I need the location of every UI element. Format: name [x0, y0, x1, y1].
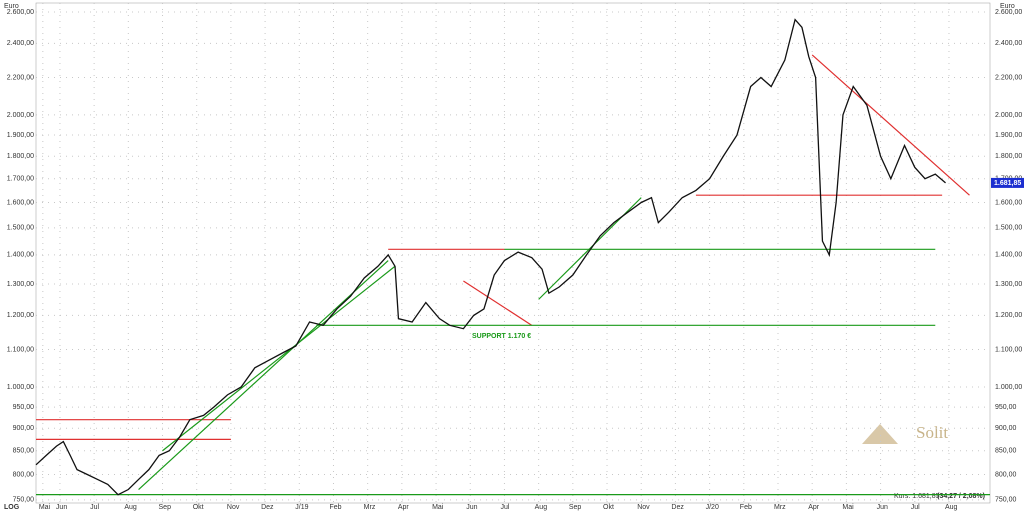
y-tick-label-left: 1.500,00 [7, 225, 34, 232]
y-tick-label-left: 2.200,00 [7, 74, 34, 81]
y-tick-label-right: 1.200,00 [995, 312, 1022, 319]
x-tick-label: Jul [911, 504, 920, 511]
x-tick-label: Mai [432, 504, 444, 511]
x-tick-label: Okt [193, 504, 204, 511]
last-price-box [991, 177, 1024, 188]
support-label: SUPPORT 1.170 € [472, 333, 531, 340]
price-line [35, 18, 946, 496]
y-tick-label-right: 1.900,00 [995, 132, 1022, 139]
y-tick-label-right: 2.400,00 [995, 40, 1022, 47]
x-tick-label: Dez [671, 504, 684, 511]
y-tick-label-right: 750,00 [995, 497, 1017, 504]
y-tick-label-right: 900,00 [995, 425, 1017, 432]
logo-text: Solit [916, 423, 948, 442]
y-tick-label-left: 2.600,00 [7, 9, 34, 16]
x-tick-label: Sep [569, 504, 582, 511]
x-tick-label: Mrz [364, 504, 376, 511]
quote-label: Kurs: 1.681,85 [894, 493, 940, 500]
y-tick-label-left: 1.400,00 [7, 252, 34, 259]
scale-label: LOG [4, 504, 20, 511]
x-tick-label: Jun [877, 504, 888, 511]
y-tick-label-left: 1.800,00 [7, 153, 34, 160]
y-tick-label-right: 850,00 [995, 448, 1017, 455]
x-tick-label: Aug [124, 504, 137, 511]
x-tick-label: Aug [535, 504, 548, 511]
y-tick-label-right: 1.400,00 [995, 252, 1022, 259]
y-tick-label-left: 750,00 [13, 497, 35, 504]
y-tick-label-right: 1.500,00 [995, 225, 1022, 232]
y-tick-label-left: 1.700,00 [7, 176, 34, 183]
logo-icon [862, 424, 898, 444]
y-tick-label-left: 1.600,00 [7, 199, 34, 206]
y-tick-label-right: 1.100,00 [995, 346, 1022, 353]
x-tick-label: Sep [159, 504, 172, 511]
y-tick-label-left: 2.400,00 [7, 40, 34, 47]
y-tick-label-right: 1.600,00 [995, 199, 1022, 206]
y-tick-label-left: 1.900,00 [7, 132, 34, 139]
y-tick-label-left: 900,00 [13, 425, 35, 432]
x-tick-label: Mrz [774, 504, 786, 511]
y-tick-label-right: 2.200,00 [995, 74, 1022, 81]
quote-change: (34,27 / 2,08%) [937, 493, 985, 500]
trend-line [162, 265, 396, 452]
y-tick-label-left: 1.000,00 [7, 384, 34, 391]
x-tick-label: Jul [500, 504, 509, 511]
x-tick-label: Okt [603, 504, 614, 511]
x-tick-label: Mai [842, 504, 854, 511]
x-tick-label: J/20 [706, 504, 719, 511]
trend-line [463, 280, 533, 326]
x-tick-label: Apr [808, 504, 820, 511]
y-tick-label-left: 2.000,00 [7, 112, 34, 119]
x-tick-label: Aug [945, 504, 958, 511]
trend-line [138, 260, 389, 490]
x-tick-label: Dez [261, 504, 274, 511]
y-tick-label-right: 2.000,00 [995, 112, 1022, 119]
y-tick-label-left: 950,00 [13, 404, 35, 411]
y-tick-label-left: 1.200,00 [7, 312, 34, 319]
y-tick-label-left: 800,00 [13, 471, 35, 478]
y-tick-label-right: 2.600,00 [995, 9, 1022, 16]
x-tick-label: Jun [56, 504, 67, 511]
x-tick-label: Nov [227, 504, 240, 511]
x-tick-label: J/19 [295, 504, 308, 511]
y-unit-right: Euro [1000, 3, 1015, 10]
x-tick-label: Mai [39, 504, 51, 511]
y-tick-label-right: 1.800,00 [995, 153, 1022, 160]
y-unit-left: Euro [4, 3, 19, 10]
logo: Solit [862, 423, 948, 444]
x-tick-label: Nov [637, 504, 650, 511]
y-tick-label-left: 1.100,00 [7, 346, 34, 353]
y-tick-label-right: 950,00 [995, 404, 1017, 411]
x-tick-label: Apr [398, 504, 410, 511]
y-tick-label-right: 1.000,00 [995, 384, 1022, 391]
x-tick-label: Feb [740, 504, 752, 511]
last-price-label: 1.681,85 [994, 180, 1021, 187]
y-tick-label-right: 1.300,00 [995, 281, 1022, 288]
y-tick-label-left: 850,00 [13, 448, 35, 455]
trend-line [811, 54, 970, 196]
plot-frame [35, 2, 991, 504]
y-tick-label-left: 1.300,00 [7, 281, 34, 288]
x-tick-label: Jul [90, 504, 99, 511]
x-tick-label: Feb [329, 504, 341, 511]
x-tick-label: Jun [466, 504, 477, 511]
y-tick-label-right: 800,00 [995, 471, 1017, 478]
